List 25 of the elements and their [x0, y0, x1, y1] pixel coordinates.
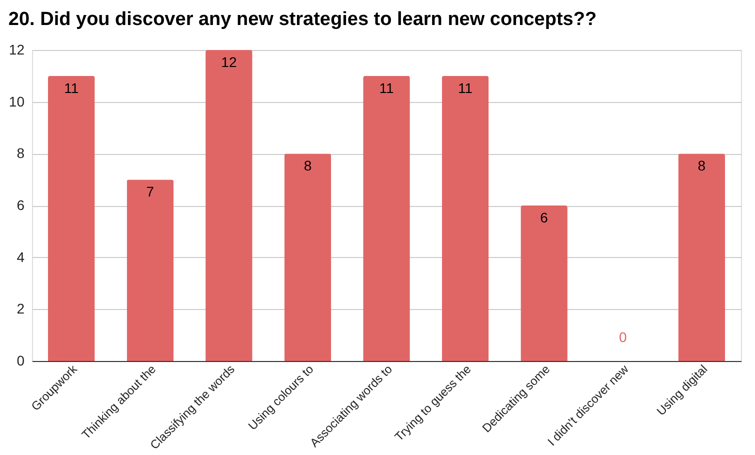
bar [442, 76, 489, 361]
data-label: 11 [64, 80, 79, 96]
y-tick-label: 10 [8, 93, 25, 110]
data-label: 11 [379, 80, 394, 96]
bar [48, 76, 95, 361]
bar [206, 50, 252, 361]
bar [126, 180, 174, 361]
data-label: 6 [540, 210, 548, 226]
y-tick-label: 0 [16, 352, 25, 368]
y-tick-label: 8 [16, 145, 25, 162]
data-label: 11 [458, 80, 473, 96]
data-label: 7 [146, 184, 154, 200]
bar [678, 154, 726, 361]
bar [520, 206, 568, 361]
data-label: 0 [618, 329, 627, 345]
bar [363, 76, 410, 361]
y-tick-label: 6 [16, 197, 25, 213]
y-tick-label: 4 [16, 248, 25, 265]
data-label: 12 [221, 54, 237, 70]
bar [284, 154, 332, 361]
y-tick-label: 12 [8, 42, 25, 58]
y-tick-label: 2 [16, 300, 25, 317]
data-label: 8 [698, 158, 706, 174]
chart-title: 20. Did you discover any new strategies to learn new concepts?? [8, 9, 597, 30]
data-label: 8 [304, 158, 312, 174]
